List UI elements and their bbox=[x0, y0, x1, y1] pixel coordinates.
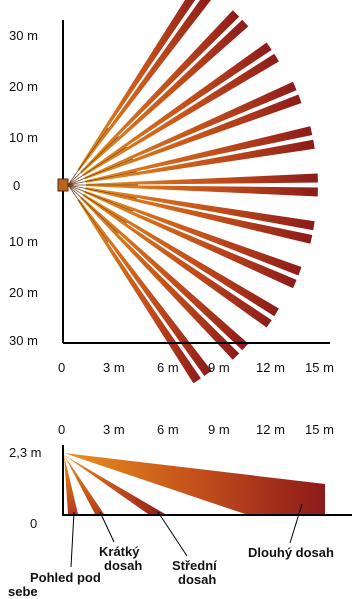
medium-range-beam bbox=[64, 455, 165, 514]
top-x-tick-label: 0 bbox=[58, 360, 65, 375]
side-view-diagram: 0 3 m 6 m 9 m 12 m 15 m 2,3 m 0 Pohled p… bbox=[8, 422, 352, 599]
short-range-leader bbox=[99, 511, 115, 543]
side-x-tick-label: 0 bbox=[58, 422, 65, 437]
top-x-tick-label: 15 m bbox=[305, 360, 334, 375]
under-view-leader bbox=[70, 511, 75, 568]
under-view-beam bbox=[64, 455, 78, 514]
detection-beam bbox=[80, 196, 249, 351]
top-y-tick-label: 30 m bbox=[9, 28, 38, 43]
detection-beam bbox=[80, 197, 240, 360]
side-y-tick-label: 0 bbox=[30, 516, 37, 531]
top-y-tick-label: 30 m bbox=[9, 333, 38, 348]
detection-beam bbox=[82, 42, 272, 176]
detection-beam bbox=[77, 199, 201, 384]
beam-origin-line bbox=[67, 158, 134, 186]
detection-beam bbox=[84, 191, 297, 289]
long-range-beam bbox=[64, 453, 325, 514]
top-y-tick-label: 10 m bbox=[9, 234, 38, 249]
top-x-tick-label: 12 m bbox=[256, 360, 285, 375]
detection-beam bbox=[78, 0, 211, 171]
side-x-tick-label: 12 m bbox=[256, 422, 285, 437]
beam-origin-line bbox=[67, 184, 109, 243]
detection-beam bbox=[85, 126, 313, 182]
detection-beam bbox=[86, 184, 318, 197]
detection-beam bbox=[85, 188, 313, 244]
detection-beam bbox=[82, 194, 272, 328]
detection-beam bbox=[83, 53, 279, 177]
top-x-tick-label: 3 m bbox=[103, 360, 125, 375]
detection-beam bbox=[85, 139, 315, 183]
top-view-beams bbox=[67, 0, 318, 384]
side-y-tick-label: 2,3 m bbox=[9, 445, 42, 460]
under-view-annotation: Pohled pod sebe bbox=[8, 570, 104, 599]
top-y-tick-label: 0 bbox=[13, 178, 20, 193]
detection-beam bbox=[84, 94, 302, 180]
beam-origin-line bbox=[67, 184, 119, 234]
short-range-beam bbox=[64, 455, 104, 514]
top-view-diagram: 30 m 20 m 10 m 0 10 m 20 m 30 m 0 3 m 6 … bbox=[9, 0, 334, 384]
long-range-leader bbox=[289, 503, 303, 544]
detection-beam bbox=[86, 173, 318, 186]
beam-origin-line bbox=[67, 136, 119, 186]
short-range-annotation: Krátký dosah bbox=[99, 544, 143, 573]
detection-beam bbox=[83, 193, 279, 317]
beam-origin-line bbox=[67, 184, 134, 212]
detection-beam bbox=[77, 0, 196, 171]
top-x-tick-label: 6 m bbox=[157, 360, 179, 375]
top-y-tick-label: 10 m bbox=[9, 130, 38, 145]
detection-beam bbox=[80, 19, 249, 174]
long-range-annotation: Dlouhý dosah bbox=[248, 545, 334, 560]
detection-beam bbox=[85, 187, 315, 231]
top-y-tick-label: 20 m bbox=[9, 79, 38, 94]
beam-origin-line bbox=[67, 146, 127, 186]
detection-beam bbox=[78, 199, 212, 376]
side-x-tick-label: 6 m bbox=[157, 422, 179, 437]
beam-origin-line bbox=[67, 127, 109, 186]
detection-beam bbox=[84, 190, 302, 276]
top-x-tick-label: 9 m bbox=[208, 360, 230, 375]
top-y-tick-label: 20 m bbox=[9, 285, 38, 300]
sensor-icon bbox=[57, 178, 69, 192]
side-x-tick-label: 9 m bbox=[208, 422, 230, 437]
beam-origin-line bbox=[67, 184, 127, 224]
beam-origin-line bbox=[67, 184, 137, 199]
side-x-tick-label: 3 m bbox=[103, 422, 125, 437]
medium-range-leader bbox=[157, 511, 188, 557]
beam-origin-line bbox=[67, 171, 137, 186]
detection-beam bbox=[84, 81, 297, 179]
detection-beam bbox=[80, 10, 240, 173]
medium-range-annotation: Střední dosah bbox=[172, 558, 220, 587]
side-x-tick-label: 15 m bbox=[305, 422, 334, 437]
